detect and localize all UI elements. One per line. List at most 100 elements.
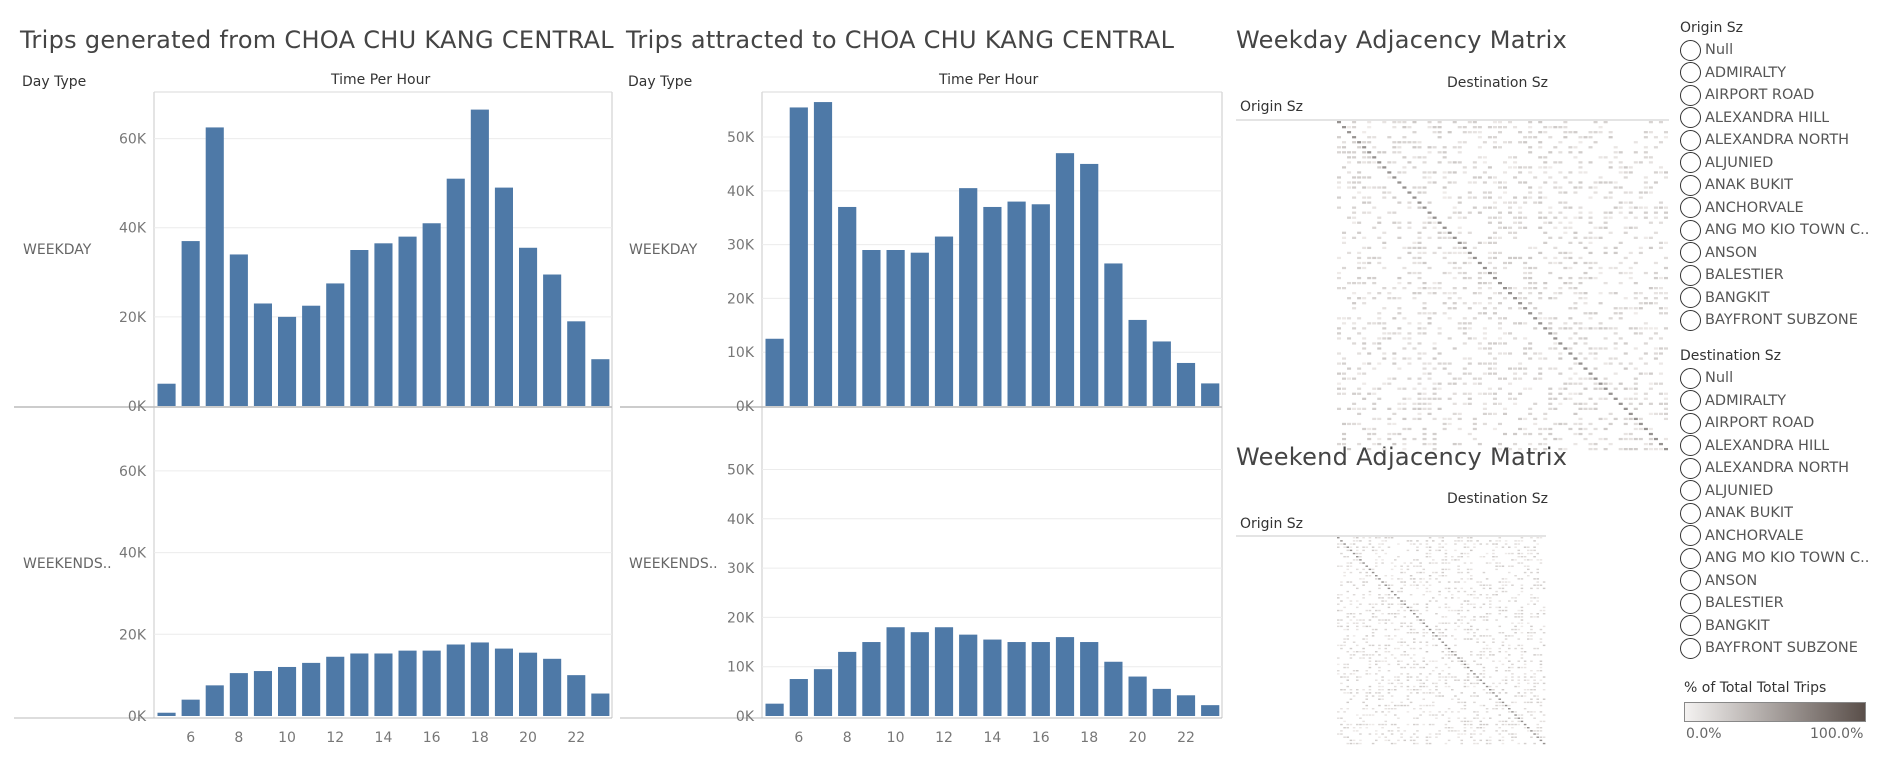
origin-filter-item[interactable]: ALJUNIED (1680, 152, 1880, 175)
origin-filter-item[interactable]: ANAK BUKIT (1680, 174, 1880, 197)
bar (1128, 319, 1147, 406)
bar (181, 699, 200, 716)
bar (446, 644, 465, 716)
origin-filter-item[interactable]: BANGKIT (1680, 287, 1880, 310)
bar (326, 283, 345, 406)
origin-filter-item-label: BAYFRONT SUBZONE (1705, 312, 1858, 329)
origin-filter-radio-icon[interactable] (1680, 152, 1701, 174)
destination-filter-item[interactable]: ALEXANDRA NORTH (1680, 457, 1880, 480)
origin-filter-radio-icon[interactable] (1680, 129, 1701, 151)
destination-filter-radio-icon[interactable] (1680, 637, 1701, 659)
destination-filter-radio-icon[interactable] (1680, 570, 1701, 592)
destination-filter-item[interactable]: Null (1680, 367, 1880, 390)
origin-filter-item[interactable]: BAYFRONT SUBZONE (1680, 309, 1880, 332)
origin-sz-filter[interactable]: Origin Sz Null ADMIRALTY AIRPORT ROAD ALEXA… (1680, 17, 1880, 332)
origin-filter-radio-icon[interactable] (1680, 39, 1701, 61)
destination-sz-filter[interactable]: Destination Sz Null ADMIRALTY AIRPORT ROAD… (1680, 345, 1880, 660)
bar (934, 627, 954, 716)
destination-filter-radio-icon[interactable] (1680, 547, 1701, 569)
origin-filter-radio-icon[interactable] (1680, 84, 1701, 106)
bar (302, 305, 321, 406)
destination-filter-item-label: ANCHORVALE (1705, 527, 1804, 544)
destination-filter-item[interactable]: BANGKIT (1680, 615, 1880, 638)
bar (1176, 362, 1196, 406)
bar (157, 712, 176, 716)
bar (350, 653, 369, 716)
origin-filter-item-label: ANG MO KIO TOWN C.. (1705, 222, 1870, 239)
bar (591, 693, 610, 716)
origin-filter-radio-icon[interactable] (1680, 287, 1701, 309)
origin-filter-item[interactable]: ANG MO KIO TOWN C.. (1680, 219, 1880, 242)
bar (789, 107, 808, 406)
origin-filter-radio-icon[interactable] (1680, 62, 1701, 84)
y-tick-label: 0K (736, 399, 755, 415)
bar (278, 666, 297, 716)
origin-filter-item[interactable]: AIRPORT ROAD (1680, 84, 1880, 107)
bar (205, 685, 224, 716)
origin-filter-item[interactable]: ADMIRALTY (1680, 62, 1880, 85)
x-tick-label: 22 (567, 730, 585, 746)
y-tick-label: 10K (727, 660, 755, 676)
x-tick-label: 20 (519, 730, 537, 746)
bar (567, 321, 586, 406)
destination-filter-item[interactable]: ADMIRALTY (1680, 390, 1880, 413)
x-tick-label: 10 (278, 730, 296, 746)
row-label: WEEKDAY (629, 242, 698, 258)
destination-filter-item[interactable]: ANSON (1680, 570, 1880, 593)
destination-filter-item[interactable]: ALJUNIED (1680, 480, 1880, 503)
y-tick-label: 40K (119, 221, 147, 237)
origin-filter-item[interactable]: ANCHORVALE (1680, 197, 1880, 220)
destination-filter-item[interactable]: BALESTIER (1680, 592, 1880, 615)
destination-filter-item[interactable]: ALEXANDRA HILL (1680, 435, 1880, 458)
origin-filter-item[interactable]: BALESTIER (1680, 264, 1880, 287)
destination-filter-radio-icon[interactable] (1680, 502, 1701, 524)
origin-filter-item[interactable]: Null (1680, 39, 1880, 62)
row-label: WEEKENDS.. (629, 556, 718, 572)
bar (1176, 695, 1196, 716)
origin-filter-radio-icon[interactable] (1680, 309, 1701, 331)
origin-filter-item[interactable]: ALEXANDRA HILL (1680, 107, 1880, 130)
destination-filter-radio-icon[interactable] (1680, 457, 1701, 479)
destination-filter-radio-icon[interactable] (1680, 615, 1701, 637)
destination-filter-item[interactable]: BAYFRONT SUBZONE (1680, 637, 1880, 660)
bar (1201, 383, 1220, 406)
destination-filter-radio-icon[interactable] (1680, 525, 1701, 547)
bar (422, 223, 441, 406)
origin-filter-radio-icon[interactable] (1680, 219, 1701, 241)
destination-filter-radio-icon[interactable] (1680, 435, 1701, 457)
bar (181, 241, 200, 406)
bar (494, 187, 513, 406)
y-tick-label: 20K (727, 291, 755, 307)
destination-filter-item[interactable]: ANG MO KIO TOWN C.. (1680, 547, 1880, 570)
bar (983, 206, 1002, 406)
origin-filter-radio-icon[interactable] (1680, 107, 1701, 129)
bar (1031, 204, 1050, 406)
origin-filter-item[interactable]: ANSON (1680, 242, 1880, 265)
destination-filter-radio-icon[interactable] (1680, 412, 1701, 434)
origin-filter-item-label: ALJUNIED (1705, 154, 1774, 171)
destination-filter-item[interactable]: ANCHORVALE (1680, 525, 1880, 548)
bar (1080, 163, 1099, 406)
origin-filter-radio-icon[interactable] (1680, 174, 1701, 196)
weekday-matrix-title: Weekday Adjacency Matrix (1236, 26, 1568, 54)
destination-filter-item[interactable]: ANAK BUKIT (1680, 502, 1880, 525)
destination-filter-item-label: ANSON (1705, 572, 1758, 589)
origin-filter-radio-icon[interactable] (1680, 197, 1701, 219)
origin-filter-radio-icon[interactable] (1680, 264, 1701, 286)
bar (374, 243, 393, 406)
origin-filter-item-label: ANSON (1705, 244, 1758, 261)
destination-filter-radio-icon[interactable] (1680, 367, 1701, 389)
destination-filter-title: Destination Sz (1680, 348, 1782, 364)
origin-filter-item[interactable]: ALEXANDRA NORTH (1680, 129, 1880, 152)
destination-filter-radio-icon[interactable] (1680, 390, 1701, 412)
bar (886, 250, 905, 406)
bar (765, 703, 784, 716)
origin-filter-item-label: AIRPORT ROAD (1705, 87, 1815, 104)
destination-filter-radio-icon[interactable] (1680, 592, 1701, 614)
destination-filter-item[interactable]: AIRPORT ROAD (1680, 412, 1880, 435)
origin-filter-radio-icon[interactable] (1680, 242, 1701, 264)
destination-filter-radio-icon[interactable] (1680, 480, 1701, 502)
destination-filter-item-label: BAYFRONT SUBZONE (1705, 640, 1858, 657)
origin-filter-item-label: ADMIRALTY (1705, 64, 1787, 81)
row-label: WEEKDAY (23, 242, 92, 258)
